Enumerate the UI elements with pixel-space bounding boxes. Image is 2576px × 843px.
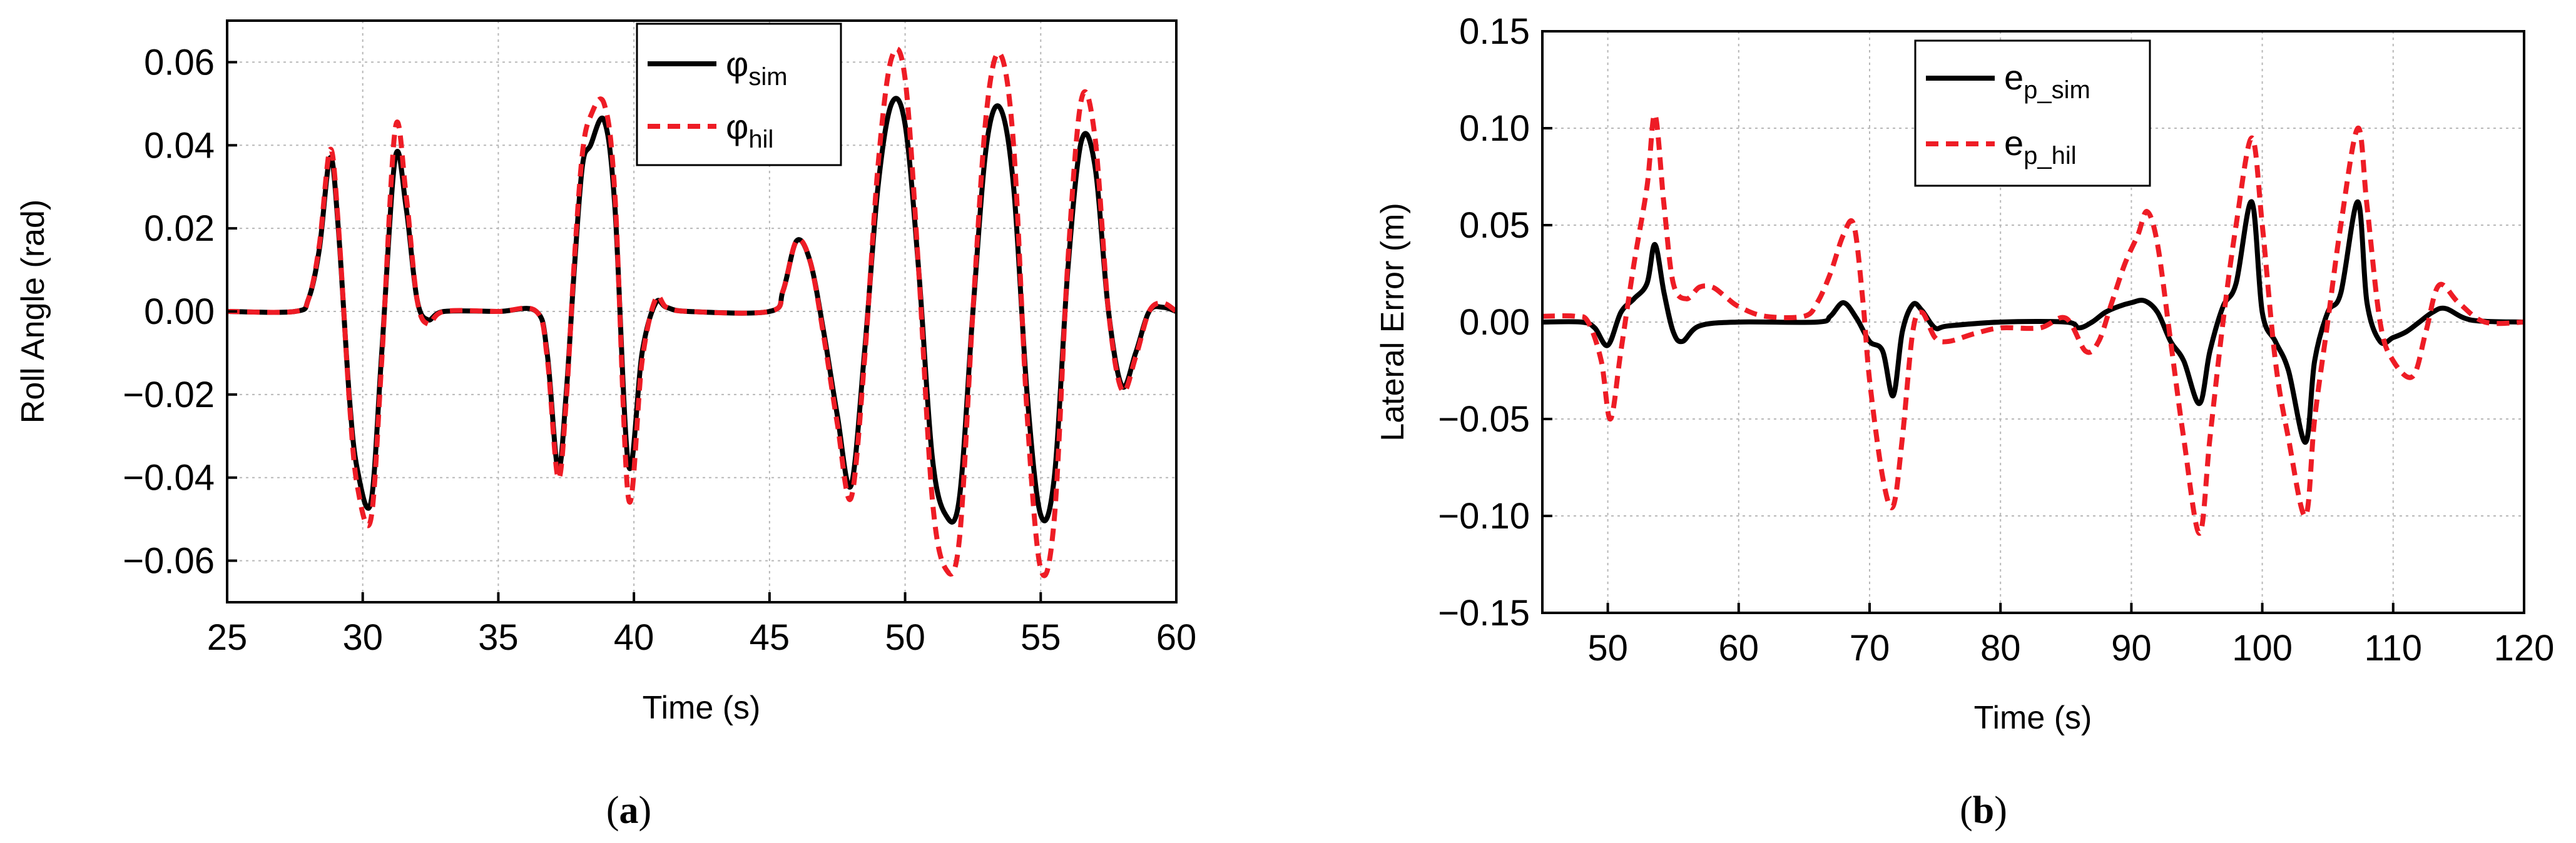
- x-tick-label: 55: [1021, 617, 1061, 658]
- y-tick-label: −0.06: [123, 541, 215, 582]
- series-group-b: [1542, 112, 2524, 536]
- y-tick-label: 0.00: [1459, 302, 1530, 343]
- x-tick-label: 120: [2494, 628, 2555, 669]
- y-tick-label: −0.15: [1438, 593, 1530, 634]
- x-tick-label: 30: [342, 617, 383, 658]
- y-tick-label: 0.15: [1459, 11, 1530, 52]
- y-ticks-a: 0.06 0.04 0.02 0.00 −0.02 −0.04 −0.06: [123, 42, 237, 582]
- y-tick-label: 0.10: [1459, 108, 1530, 149]
- y-tick-label: 0.05: [1459, 205, 1530, 246]
- x-axis-title-b: Time (s): [1974, 700, 2092, 736]
- x-tick-label: 45: [750, 617, 790, 658]
- x-tick-label: 80: [1980, 628, 2021, 669]
- x-tick-label: 70: [1850, 628, 1890, 669]
- series-line-p-hil: [1542, 112, 2524, 536]
- x-tick-label: 25: [207, 617, 248, 658]
- y-tick-label: −0.04: [123, 458, 215, 498]
- legend-box-a: [636, 23, 842, 166]
- y-axis-title-b: Lateral Error (m): [1375, 203, 1411, 441]
- legend-label-ep-hil: ep_hil: [2004, 123, 2077, 169]
- panel-label-a: (a): [606, 789, 651, 832]
- series-group-a: [227, 46, 1176, 578]
- x-tick-label: 50: [885, 617, 925, 658]
- y-tick-label: −0.02: [123, 375, 215, 415]
- chart-panel-b: 50 60 70 80 90 100 110 120 0.15 0.10 0.05 0.00 −0.0…: [1375, 11, 2554, 832]
- x-tick-label: 60: [1719, 628, 1759, 669]
- legend-b: ep_sim ep_hil: [1914, 39, 2151, 187]
- x-tick-label: 90: [2111, 628, 2152, 669]
- y-tick-label: 0.02: [144, 208, 215, 249]
- x-tick-label: 100: [2232, 628, 2293, 669]
- y-tick-label: −0.05: [1438, 399, 1530, 440]
- x-tick-label: 60: [1156, 617, 1197, 658]
- y-tick-label: 0.06: [144, 42, 215, 83]
- legend-a: φsim φhil: [636, 23, 842, 166]
- series-line-hil: [227, 46, 1176, 578]
- x-tick-label: 35: [478, 617, 519, 658]
- x-ticks-b: 50 60 70 80 90 100 110 120: [1587, 603, 2554, 669]
- x-axis-title-a: Time (s): [643, 690, 761, 726]
- y-ticks-b: 0.15 0.10 0.05 0.00 −0.05 −0.10 −0.15: [1438, 11, 1552, 634]
- x-ticks-a: 25 30 35 40 45 50 55 60: [207, 592, 1197, 658]
- panel-label-b: (b): [1960, 789, 2007, 832]
- y-tick-label: 0.00: [144, 291, 215, 332]
- x-tick-label: 110: [2365, 628, 2422, 669]
- x-tick-label: 50: [1587, 628, 1628, 669]
- legend-label-phi-sim: φsim: [726, 44, 788, 91]
- series-line-p-sim: [1542, 199, 2524, 445]
- legend-label-phi-hil: φhil: [726, 107, 773, 153]
- legend-label-ep-sim: ep_sim: [2004, 58, 2090, 104]
- y-tick-label: −0.10: [1438, 496, 1530, 537]
- x-tick-label: 40: [614, 617, 654, 658]
- y-tick-label: 0.04: [144, 125, 215, 166]
- y-axis-title-a: Roll Angle (rad): [15, 199, 51, 423]
- legend-box-b: [1914, 39, 2151, 187]
